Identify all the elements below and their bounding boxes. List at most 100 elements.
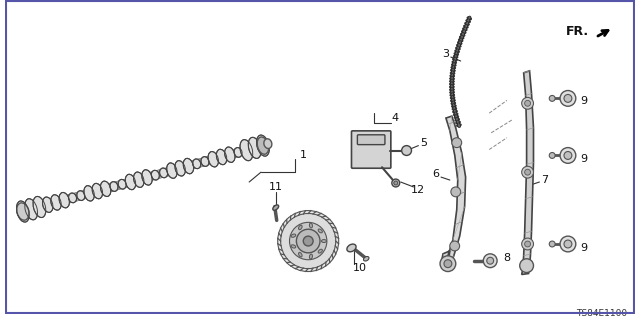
Ellipse shape bbox=[318, 229, 323, 233]
Text: 6: 6 bbox=[433, 169, 440, 179]
Ellipse shape bbox=[459, 38, 462, 43]
Ellipse shape bbox=[452, 101, 455, 106]
Ellipse shape bbox=[456, 121, 460, 124]
Ellipse shape bbox=[451, 85, 453, 89]
Ellipse shape bbox=[291, 234, 296, 237]
Text: TS84E1100: TS84E1100 bbox=[576, 309, 627, 318]
Ellipse shape bbox=[183, 158, 194, 174]
Ellipse shape bbox=[175, 161, 186, 176]
Ellipse shape bbox=[347, 244, 356, 252]
Ellipse shape bbox=[460, 33, 465, 36]
Circle shape bbox=[303, 236, 313, 246]
Ellipse shape bbox=[25, 199, 38, 220]
Ellipse shape bbox=[118, 179, 126, 189]
Ellipse shape bbox=[451, 87, 453, 92]
Ellipse shape bbox=[452, 63, 455, 67]
Ellipse shape bbox=[455, 115, 458, 119]
Ellipse shape bbox=[457, 43, 460, 48]
Ellipse shape bbox=[51, 195, 61, 210]
Circle shape bbox=[564, 94, 572, 102]
Ellipse shape bbox=[456, 124, 461, 127]
Ellipse shape bbox=[240, 140, 253, 161]
Circle shape bbox=[281, 213, 336, 269]
Ellipse shape bbox=[464, 24, 468, 29]
Ellipse shape bbox=[451, 90, 454, 95]
Circle shape bbox=[451, 187, 461, 197]
Text: 4: 4 bbox=[391, 113, 398, 123]
Ellipse shape bbox=[463, 28, 467, 31]
Ellipse shape bbox=[461, 33, 464, 37]
Circle shape bbox=[520, 259, 534, 272]
Ellipse shape bbox=[454, 115, 459, 119]
Text: 12: 12 bbox=[412, 185, 426, 195]
Circle shape bbox=[564, 240, 572, 248]
Ellipse shape bbox=[461, 30, 466, 34]
Circle shape bbox=[522, 166, 534, 178]
Text: FR.: FR. bbox=[566, 25, 589, 38]
Ellipse shape bbox=[458, 41, 462, 45]
Ellipse shape bbox=[234, 148, 242, 157]
Ellipse shape bbox=[225, 147, 235, 162]
Circle shape bbox=[560, 236, 576, 252]
Polygon shape bbox=[522, 71, 534, 274]
Circle shape bbox=[289, 222, 327, 260]
Ellipse shape bbox=[125, 174, 136, 190]
Ellipse shape bbox=[451, 63, 456, 66]
Polygon shape bbox=[441, 116, 466, 268]
Ellipse shape bbox=[449, 83, 454, 85]
Ellipse shape bbox=[134, 172, 144, 187]
Ellipse shape bbox=[466, 19, 470, 23]
Circle shape bbox=[549, 152, 555, 159]
FancyBboxPatch shape bbox=[357, 135, 385, 145]
Ellipse shape bbox=[458, 39, 463, 42]
Text: 5: 5 bbox=[420, 138, 427, 148]
Circle shape bbox=[560, 91, 576, 106]
Circle shape bbox=[402, 145, 412, 155]
Ellipse shape bbox=[456, 46, 460, 51]
Ellipse shape bbox=[452, 110, 458, 113]
Ellipse shape bbox=[458, 123, 461, 128]
Ellipse shape bbox=[17, 201, 29, 222]
Ellipse shape bbox=[208, 152, 218, 167]
Ellipse shape bbox=[452, 61, 457, 64]
Ellipse shape bbox=[453, 113, 458, 116]
Text: 9: 9 bbox=[580, 154, 588, 164]
Ellipse shape bbox=[451, 82, 453, 87]
Ellipse shape bbox=[318, 249, 323, 253]
Ellipse shape bbox=[450, 75, 454, 77]
Ellipse shape bbox=[456, 120, 460, 125]
Ellipse shape bbox=[452, 98, 454, 103]
Ellipse shape bbox=[321, 240, 326, 242]
Ellipse shape bbox=[455, 52, 458, 56]
Text: 8: 8 bbox=[504, 253, 511, 263]
Circle shape bbox=[452, 138, 461, 148]
Ellipse shape bbox=[257, 137, 269, 154]
Ellipse shape bbox=[451, 69, 455, 72]
Ellipse shape bbox=[467, 19, 470, 24]
Text: 7: 7 bbox=[541, 175, 548, 185]
Ellipse shape bbox=[451, 79, 453, 84]
Ellipse shape bbox=[451, 73, 454, 78]
Ellipse shape bbox=[463, 25, 468, 28]
Ellipse shape bbox=[201, 157, 209, 167]
Circle shape bbox=[549, 241, 555, 247]
Ellipse shape bbox=[216, 149, 227, 165]
Ellipse shape bbox=[468, 16, 471, 21]
Text: 9: 9 bbox=[580, 243, 588, 253]
Ellipse shape bbox=[452, 58, 458, 61]
Circle shape bbox=[450, 241, 460, 251]
Text: 3: 3 bbox=[442, 49, 449, 59]
FancyBboxPatch shape bbox=[351, 131, 391, 168]
Circle shape bbox=[564, 152, 572, 160]
Ellipse shape bbox=[467, 17, 472, 20]
Ellipse shape bbox=[449, 88, 454, 91]
Text: 9: 9 bbox=[580, 96, 588, 106]
Ellipse shape bbox=[291, 245, 296, 248]
Circle shape bbox=[483, 254, 497, 268]
Ellipse shape bbox=[465, 21, 468, 26]
Ellipse shape bbox=[92, 183, 102, 199]
Ellipse shape bbox=[248, 137, 261, 159]
Ellipse shape bbox=[449, 80, 454, 83]
Ellipse shape bbox=[193, 159, 201, 169]
Ellipse shape bbox=[455, 118, 460, 121]
